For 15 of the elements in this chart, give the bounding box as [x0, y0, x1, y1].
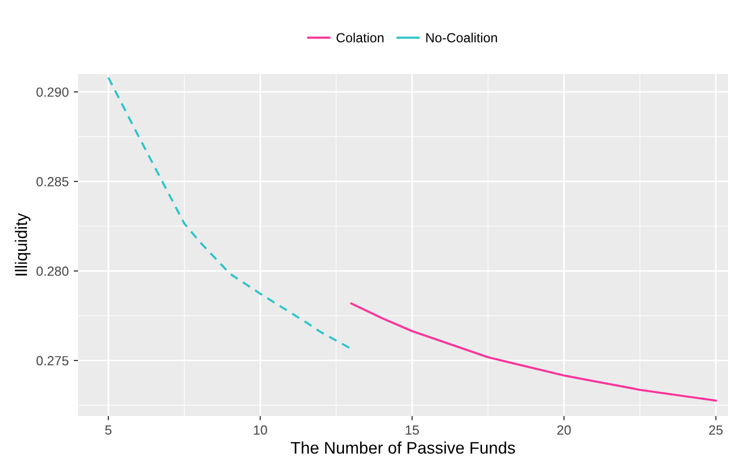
y-tick-label: 0.275 — [36, 356, 68, 366]
x-tick-label: 5 — [105, 426, 112, 435]
line-series — [107, 76, 352, 350]
legend-label: Colation — [336, 32, 384, 42]
x-tick-label: 15 — [406, 426, 419, 435]
x-axis-title: The Number of Passive Funds — [290, 441, 515, 454]
legend-label: No-Coalition — [426, 32, 497, 42]
y-tick-label: 0.285 — [36, 177, 68, 186]
y-tick-label: 0.280 — [36, 266, 68, 276]
y-tick-label: 0.290 — [36, 87, 68, 97]
x-tick-label: 20 — [557, 425, 571, 435]
x-tick-label: 10 — [254, 425, 268, 435]
line-series — [350, 302, 717, 402]
y-axis-title: Illiquidity — [14, 213, 30, 276]
x-tick-label: 25 — [709, 425, 723, 435]
